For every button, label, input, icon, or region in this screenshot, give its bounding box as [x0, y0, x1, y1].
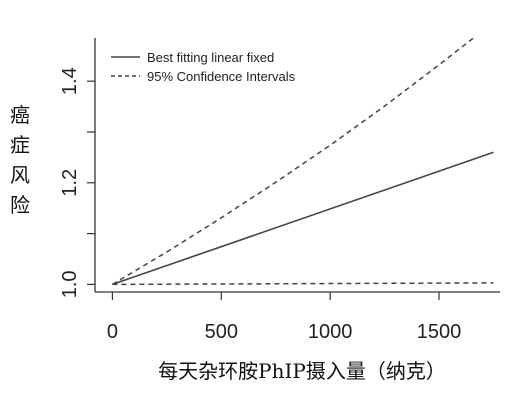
y-axis-label-char: 风	[10, 163, 30, 187]
legend-label-confidence: 95% Confidence Intervals	[147, 69, 296, 84]
y-tick-label: 1.0	[59, 270, 81, 298]
x-tick-label: 500	[205, 321, 238, 343]
ticks-layer: 0 500 1000 1500 1.0 1.2 1.4	[59, 67, 461, 343]
y-axis-label-char: 症	[10, 133, 30, 157]
y-tick-label: 1.2	[59, 169, 81, 197]
legend-label-best-fit: Best fitting linear fixed	[147, 50, 274, 65]
x-tick-label: 1500	[417, 321, 462, 343]
x-axis-label: 每天杂环胺PhIP摄入量（纳克）	[158, 359, 446, 383]
legend: Best fitting linear fixed 95% Confidence…	[111, 50, 296, 84]
y-tick-label: 1.4	[59, 67, 81, 95]
axes-layer	[94, 38, 500, 293]
y-axis-label-char: 险	[10, 193, 30, 217]
x-tick-label: 1000	[308, 321, 353, 343]
series-line-2	[112, 282, 494, 286]
series-layer	[112, 38, 494, 286]
y-axis-label-char: 癌	[10, 103, 30, 127]
series-line-1	[112, 38, 475, 286]
x-tick-label: 0	[107, 321, 118, 343]
series-line-0	[112, 151, 494, 286]
